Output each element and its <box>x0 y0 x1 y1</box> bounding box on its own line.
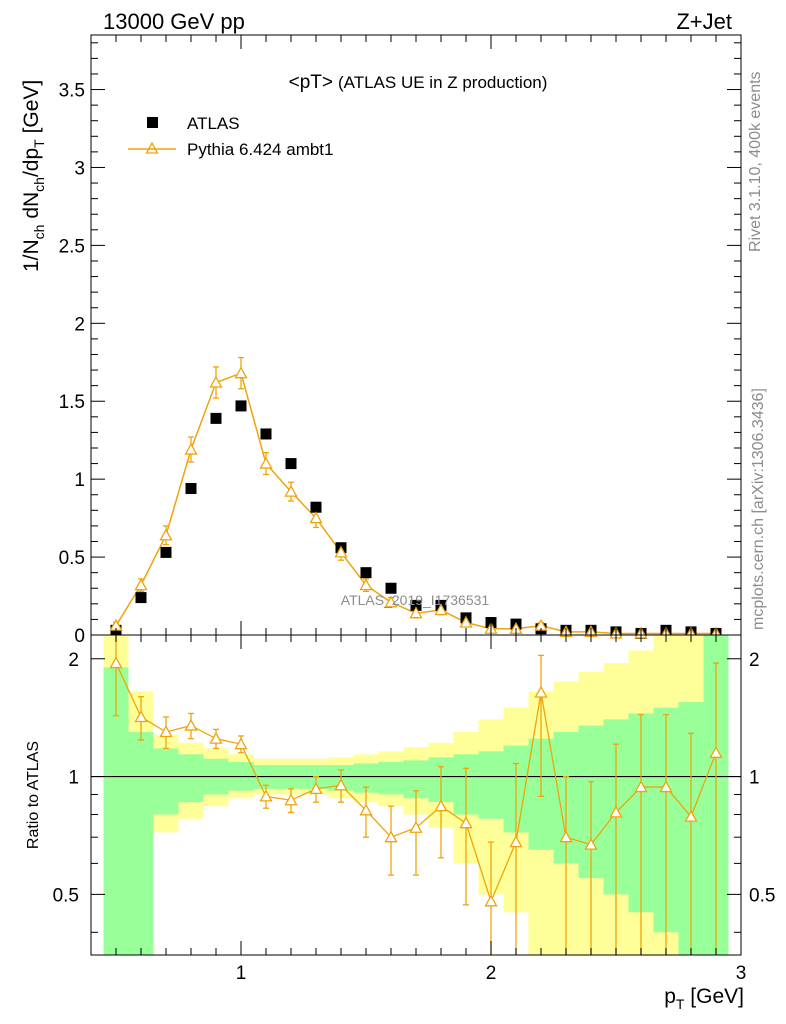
pythia-point <box>384 595 398 608</box>
ratio-point <box>209 731 223 744</box>
x-tick-label: 1 <box>236 963 247 984</box>
pythia-point <box>234 366 248 379</box>
atlas-point <box>210 412 222 424</box>
main-plot-ticks <box>90 35 742 636</box>
legend-pythia-marker <box>145 141 159 154</box>
green-band-bin <box>378 761 404 795</box>
analysis-watermark: ATLAS_2019_I1736531 <box>341 592 490 608</box>
pythia-point <box>259 456 273 469</box>
atlas-point <box>285 458 297 470</box>
y-tick-label: 1 <box>74 470 85 491</box>
ratio-y-tick-label: 0.5 <box>53 885 79 906</box>
ratio-y-tick-label: 2 <box>68 650 79 671</box>
green-band-bin <box>153 748 179 815</box>
pythia-point <box>409 606 423 619</box>
atlas-point <box>260 428 272 440</box>
header-left-label: 13000 GeV pp <box>103 9 245 34</box>
ratio-point <box>384 830 398 843</box>
ratio-point <box>359 803 373 816</box>
ratio-point <box>284 793 298 806</box>
ratio-y-tick-label-right: 0.5 <box>749 885 775 906</box>
atlas-point <box>385 582 397 594</box>
header-right-label: Z+Jet <box>676 9 732 34</box>
y-tick-label: 0.5 <box>59 548 85 569</box>
x-axis-label: pT [GeV] <box>664 985 744 1012</box>
ratio-plot: 0.5 0.5 1 1 2 2 1 2 3 Ratio to ATLAS pT [GeV] <box>25 634 776 1012</box>
ratio-point <box>159 725 173 738</box>
main-plot: 0 0.5 1 1.5 2 2.5 3 3.5 <pT> (ATLAS UE in Z prod… <box>20 34 742 647</box>
x-tick-label: 2 <box>486 963 497 984</box>
ratio-point <box>409 820 423 833</box>
pythia-point <box>459 615 473 628</box>
ratio-y-axis-label: Ratio to ATLAS <box>25 741 42 849</box>
ratio-point <box>434 799 448 812</box>
y-axis-label: 1/Nch dNch/dpT [GeV] <box>20 80 47 272</box>
atlas-point <box>360 567 372 579</box>
ratio-point <box>659 780 673 793</box>
atlas-point <box>160 546 172 558</box>
ratio-plot-ticks <box>90 635 742 955</box>
ratio-point <box>184 718 198 731</box>
ratio-plot-tick-labels: 0.5 0.5 1 1 2 2 1 2 3 <box>53 650 776 984</box>
mcplots-label: mcplots.cern.ch [arXiv:1306.3436] <box>750 388 767 630</box>
legend: ATLAS Pythia 6.424 ambt1 <box>128 114 333 159</box>
pythia-point <box>334 545 348 558</box>
ratio-point <box>584 837 598 850</box>
green-band-bin <box>178 754 204 803</box>
ratio-point <box>484 894 498 907</box>
y-tick-label: 3 <box>74 158 85 179</box>
atlas-point <box>410 599 422 611</box>
ratio-point <box>259 789 273 802</box>
pythia-point <box>184 442 198 455</box>
pythia-point <box>359 578 373 591</box>
rivet-label: Rivet 3.1.10, 400k events <box>747 71 764 252</box>
ratio-point <box>634 780 648 793</box>
y-tick-label: 2 <box>74 314 85 335</box>
atlas-point <box>185 483 197 495</box>
ratio-point <box>609 805 623 818</box>
pythia-point <box>309 511 323 524</box>
ratio-point <box>709 745 723 758</box>
atlas-point <box>310 501 322 513</box>
y-tick-label: 3.5 <box>59 81 85 102</box>
ratio-point <box>509 835 523 848</box>
pythia-point <box>284 484 298 497</box>
ratio-point <box>234 737 248 750</box>
ratio-point <box>134 710 148 723</box>
main-plot-tick-labels: 0 0.5 1 1.5 2 2.5 3 3.5 <box>59 81 85 647</box>
pythia-point <box>159 528 173 541</box>
y-tick-label: 0 <box>74 626 85 647</box>
ratio-point <box>109 656 123 669</box>
plot-title: <pT> (ATLAS UE in Z production) <box>289 72 548 93</box>
legend-atlas-label: ATLAS <box>187 114 240 133</box>
y-tick-label: 1.5 <box>59 392 85 413</box>
x-tick-label: 3 <box>736 963 747 984</box>
y-tick-label: 2.5 <box>59 236 85 257</box>
atlas-point <box>235 400 247 412</box>
ratio-point <box>459 816 473 829</box>
ratio-y-tick-label: 1 <box>68 768 79 789</box>
pythia-point <box>209 375 223 388</box>
pythia-point <box>434 603 448 616</box>
green-band-bin <box>128 731 154 955</box>
legend-atlas-marker <box>147 117 158 128</box>
ratio-point <box>334 778 348 791</box>
ratio-y-tick-label-right: 2 <box>749 650 760 671</box>
ratio-point <box>684 809 698 822</box>
legend-pythia-label: Pythia 6.424 ambt1 <box>187 140 333 159</box>
ratio-point <box>309 782 323 795</box>
atlas-point <box>135 592 147 604</box>
ratio-plot-content <box>91 635 741 955</box>
ratio-point <box>534 685 548 698</box>
green-band-bin <box>478 751 504 819</box>
ratio-point <box>559 830 573 843</box>
ratio-y-tick-label-right: 1 <box>749 768 760 789</box>
pythia-point <box>134 578 148 591</box>
